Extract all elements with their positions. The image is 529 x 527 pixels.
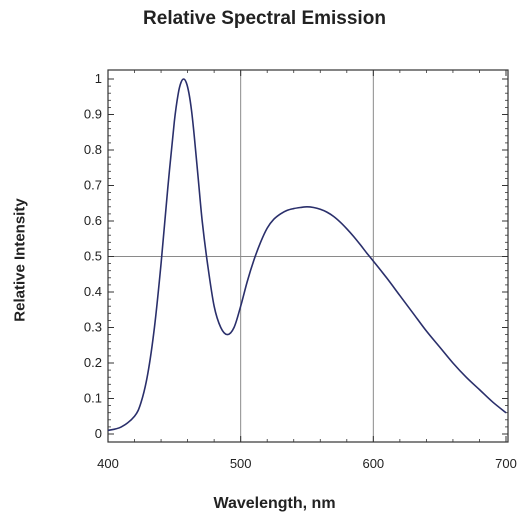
y-axis-label-wrap: Relative Intensity <box>10 198 30 321</box>
y-tick-label: 0.5 <box>84 249 102 264</box>
y-tick-label: 0.6 <box>84 213 102 228</box>
x-axis-label: Wavelength, nm <box>213 495 336 512</box>
y-tick-label: 0.7 <box>84 178 102 193</box>
x-tick-label: 600 <box>362 456 384 471</box>
x-tick-label: 500 <box>230 456 252 471</box>
y-tick-label: 0.8 <box>84 142 102 157</box>
y-tick-label: 0.3 <box>84 320 102 335</box>
x-tick-label: 700 <box>495 456 517 471</box>
y-tick-label: 1 <box>95 71 102 86</box>
y-tick-label: 0.1 <box>84 391 102 406</box>
chart-title: Relative Spectral Emission <box>143 8 386 29</box>
x-tick-label: 400 <box>97 456 119 471</box>
grid-layer <box>108 70 508 442</box>
y-tick-label: 0.9 <box>84 107 102 122</box>
y-tick-label: 0.2 <box>84 355 102 370</box>
series-layer <box>107 78 507 432</box>
tick-layer <box>107 70 508 442</box>
y-axis-label: Relative Intensity <box>11 198 29 322</box>
y-tick-label: 0 <box>95 426 102 441</box>
y-tick-label: 0.4 <box>84 284 102 299</box>
tick-label-layer: 0 0.1 0.2 0.3 0.4 0.5 0.6 0.7 0.8 0.9 1 400 500 600 70… <box>84 71 517 471</box>
series-line <box>107 78 507 432</box>
